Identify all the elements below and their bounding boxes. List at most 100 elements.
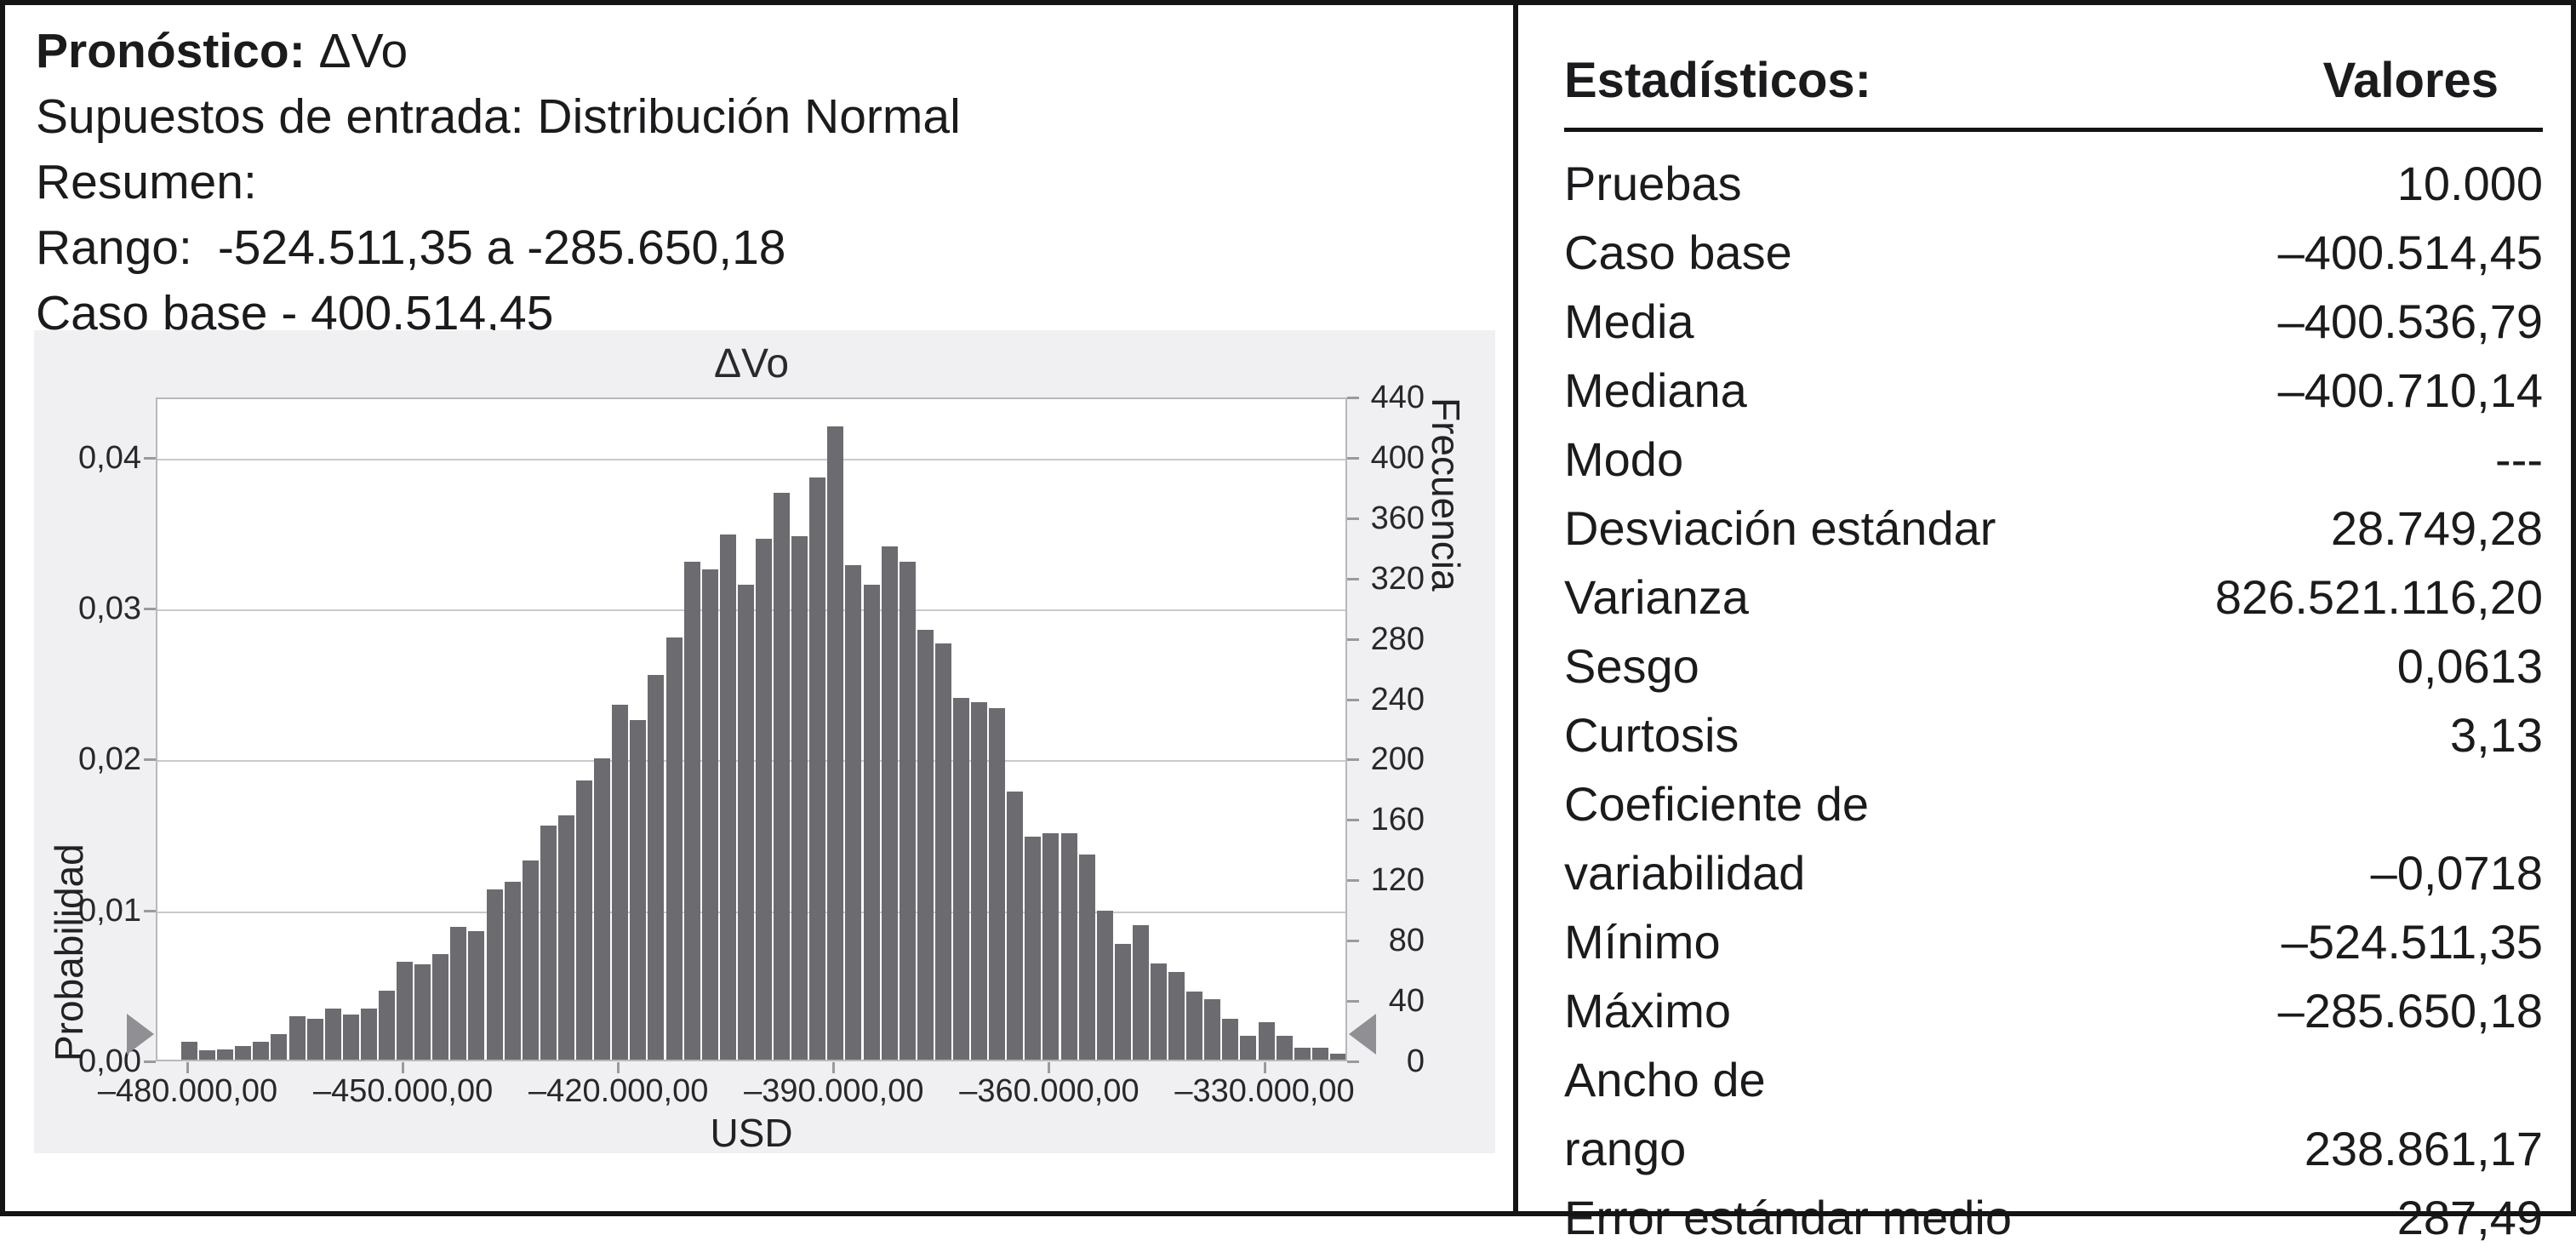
x-tick-mark [1263, 1062, 1266, 1073]
stat-value: 0,0613 [2396, 639, 2543, 693]
stat-value: --- [2495, 432, 2543, 486]
chart-title: ΔVo [713, 341, 790, 386]
stat-value: –0,0718 [2370, 846, 2543, 900]
stat-label: Coeficiente de variabilidad [1564, 777, 1870, 900]
histogram-bar [845, 564, 862, 1060]
statistics-panel: Estadísticos: Valores Pruebas 10.000 Caso … [1564, 54, 2543, 1252]
stat-label: Media [1564, 294, 1694, 348]
forecast-header: Pronóstico: ΔVo Supuestos de entrada: Di… [36, 19, 961, 346]
histogram-bar [1294, 1047, 1311, 1060]
y-left-tick-label: 0,04 [78, 439, 141, 476]
stats-row: Coeficiente de variabilidad –0,0718 [1564, 769, 2543, 907]
assumptions-line: Supuestos de entrada: Distribución Norma… [36, 89, 961, 144]
histogram-bar [881, 546, 898, 1060]
stats-row: Pruebas 10.000 [1564, 149, 2543, 218]
y-left-tick-mark [144, 758, 156, 762]
histogram-bar [701, 569, 718, 1060]
y-right-tick-mark [1347, 517, 1359, 520]
stat-value: 287,49 [2396, 1191, 2543, 1244]
histogram-bar [576, 780, 593, 1060]
stat-value: –400.514,45 [2277, 226, 2543, 279]
stat-label: Desviación estándar [1564, 501, 1996, 555]
stat-label: Máximo [1564, 984, 1732, 1038]
x-tick-mark [186, 1062, 189, 1073]
stat-label: Pruebas [1564, 157, 1742, 210]
stats-row: Ancho de rango 238.861,17 [1564, 1045, 2543, 1183]
y-right-tick-mark [1347, 397, 1359, 399]
x-tick-label: –420.000,00 [528, 1073, 709, 1109]
plot-area [156, 397, 1347, 1061]
histogram-bar [683, 562, 700, 1060]
stat-value: –400.536,79 [2277, 294, 2543, 348]
histogram-chart: ΔVo 0,00 0,01 0,02 0,03 0,04 0 40 80 120 160 200 24… [34, 330, 1495, 1155]
y-right-tick-label: 200 [1370, 741, 1425, 778]
histogram-bar [253, 1041, 270, 1060]
histogram-bar [1329, 1053, 1345, 1060]
histogram-bar [863, 584, 880, 1060]
stat-value: 28.749,28 [2330, 501, 2543, 555]
x-tick-mark [832, 1062, 836, 1073]
y-right-tick-label: 440 [1370, 380, 1425, 415]
histogram-bar [1240, 1035, 1257, 1060]
stats-row: Modo --- [1564, 425, 2543, 494]
histogram-bar [324, 1008, 341, 1060]
x-tick-label: –450.000,00 [312, 1073, 494, 1109]
histogram-bar [504, 881, 521, 1060]
histogram-bar [1150, 963, 1167, 1060]
histogram-bar [306, 1019, 323, 1060]
stat-label: Caso base [1564, 226, 1792, 279]
y-right-tick-label: 40 [1388, 983, 1425, 1020]
stat-label: Error estándar medio [1564, 1191, 2013, 1244]
y-right-tick-mark [1347, 637, 1359, 641]
gridline [157, 458, 1345, 460]
histogram-bar [1132, 925, 1149, 1060]
stats-row: Error estándar medio 287,49 [1564, 1183, 2543, 1252]
histogram-bar [360, 1008, 377, 1060]
x-tick-mark [402, 1062, 405, 1073]
histogram-bar [1186, 992, 1203, 1060]
stats-row: Sesgo 0,0613 [1564, 632, 2543, 700]
histogram-bar [1311, 1047, 1328, 1060]
y-right-tick-mark [1347, 698, 1359, 701]
stats-row: Desviación estándar 28.749,28 [1564, 494, 2543, 563]
histogram-bar [737, 584, 754, 1060]
y-right-tick-mark [1347, 758, 1359, 762]
histogram-bar [809, 477, 826, 1060]
forecast-title-line: Pronóstico: ΔVo [36, 19, 961, 84]
x-axis-label: USD [710, 1111, 793, 1155]
histogram-bar [755, 539, 772, 1060]
histogram-bar [379, 990, 396, 1060]
y-right-tick-label: 320 [1370, 560, 1425, 597]
range-slider-right-handle[interactable] [1349, 1014, 1376, 1055]
stat-value: 10.000 [2396, 157, 2543, 210]
histogram-bar [557, 815, 574, 1060]
histogram-bar [486, 889, 503, 1060]
stats-row: Mínimo –524.511,35 [1564, 907, 2543, 976]
x-tick-label: –330.000,00 [1174, 1073, 1355, 1109]
histogram-bar [952, 697, 969, 1060]
histogram-bar [1168, 972, 1185, 1060]
histogram-bar [1276, 1035, 1293, 1060]
stat-value: 826.521.116,20 [2214, 570, 2543, 624]
range-slider-left-handle[interactable] [127, 1014, 154, 1055]
y-axis-label-right: Frecuencia [1424, 397, 1468, 592]
stat-value: 238.861,17 [2304, 1122, 2543, 1175]
stats-table: Pruebas 10.000 Caso base –400.514,45 Media –4… [1564, 149, 2543, 1252]
histogram-bar [1222, 1019, 1239, 1060]
stat-value: –400.710,14 [2277, 363, 2543, 417]
histogram-bar [1025, 836, 1042, 1060]
y-right-tick-mark [1347, 879, 1359, 883]
stats-row: Curtosis 3,13 [1564, 700, 2543, 769]
histogram-bar [468, 931, 485, 1060]
y-right-tick-mark [1347, 456, 1359, 460]
histogram-bar [271, 1033, 288, 1060]
histogram-bar [594, 757, 611, 1060]
y-right-tick-label: 240 [1370, 681, 1425, 717]
x-tick-label: –360.000,00 [959, 1073, 1139, 1109]
y-right-tick-label: 160 [1370, 802, 1425, 838]
histogram-bar [774, 492, 791, 1060]
stat-label: Varianza [1564, 570, 1749, 624]
histogram-bar [540, 826, 557, 1060]
stats-header: Estadísticos: Valores [1564, 54, 2543, 107]
y-right-tick-label: 400 [1370, 439, 1425, 476]
